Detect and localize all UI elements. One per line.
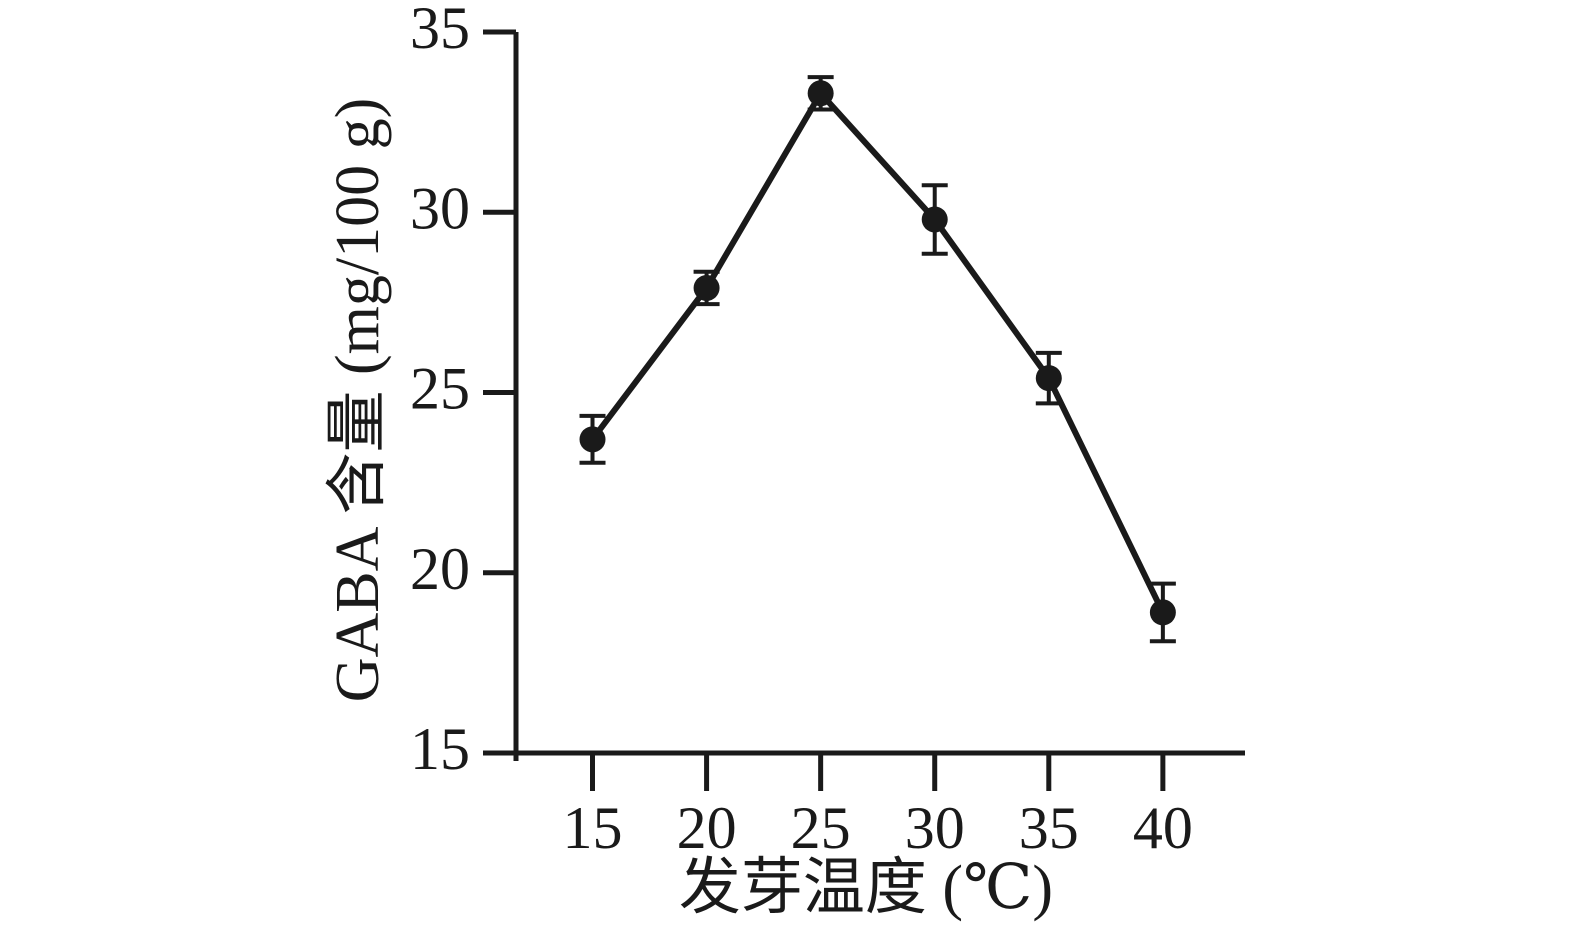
x-axis-title: 发芽温度 (℃) (679, 854, 1053, 922)
x-tick-label: 25 (791, 795, 851, 861)
y-tick-label: 15 (410, 716, 470, 782)
x-tick-label: 40 (1133, 795, 1193, 861)
y-axis-title: GABA 含量 (mg/100 g) (324, 98, 392, 703)
y-tick-label: 35 (410, 0, 470, 61)
data-point-marker (693, 274, 720, 301)
tick-labels: 15 20 25 30 35 15 20 25 30 35 40 (410, 0, 1193, 861)
y-tick-label: 20 (410, 536, 470, 602)
data-line (590, 88, 1166, 614)
data-point-marker (921, 206, 948, 233)
x-tick-label: 20 (677, 795, 737, 861)
axes (483, 29, 1245, 791)
x-tick-label: 15 (563, 795, 623, 861)
y-tick-label: 25 (410, 356, 470, 422)
y-tick-label: 30 (410, 175, 470, 241)
x-tick-label: 35 (1019, 795, 1079, 861)
data-point-marker (1149, 599, 1176, 626)
data-point-marker (807, 80, 834, 107)
x-tick-label: 30 (905, 795, 965, 861)
series-polyline (590, 88, 1166, 614)
data-point-marker (579, 426, 606, 453)
error-bars (579, 75, 1176, 644)
data-point-marker (1035, 365, 1062, 392)
data-points (579, 80, 1176, 626)
